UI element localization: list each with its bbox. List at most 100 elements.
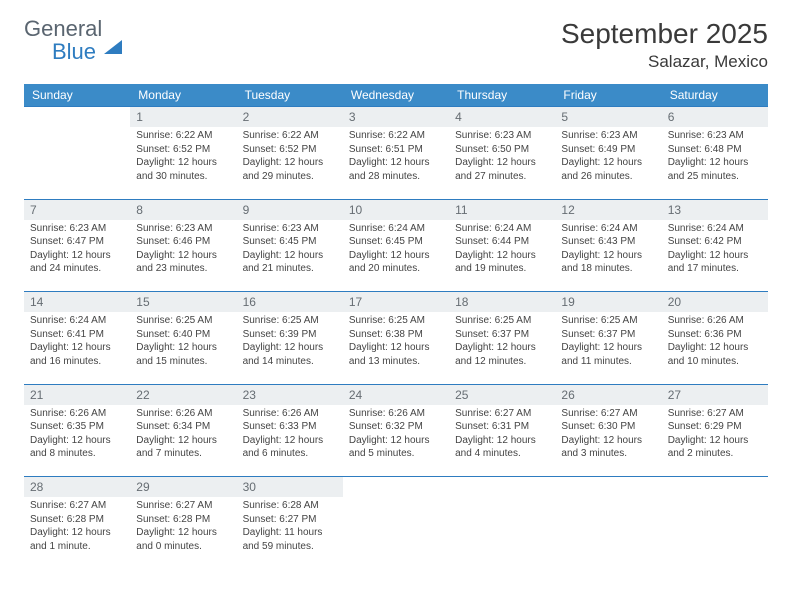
day-number-row: 78910111213 [24,199,768,220]
daylight-text: Daylight: 12 hours and 18 minutes. [561,249,655,276]
sunrise-text: Sunrise: 6:27 AM [561,407,655,421]
sunrise-text: Sunrise: 6:24 AM [30,314,124,328]
sunset-text: Sunset: 6:45 PM [349,235,443,249]
day-number [343,477,449,498]
day-number: 13 [662,199,768,220]
title-block: September 2025 Salazar, Mexico [561,18,768,72]
sunset-text: Sunset: 6:37 PM [561,328,655,342]
weekday-header: Wednesday [343,84,449,107]
page-title: September 2025 [561,18,768,50]
day-cell: Sunrise: 6:24 AMSunset: 6:43 PMDaylight:… [555,220,661,292]
sunrise-text: Sunrise: 6:22 AM [243,129,337,143]
daylight-text: Daylight: 12 hours and 8 minutes. [30,434,124,461]
day-cell: Sunrise: 6:26 AMSunset: 6:32 PMDaylight:… [343,405,449,477]
sunset-text: Sunset: 6:31 PM [455,420,549,434]
daylight-text: Daylight: 12 hours and 5 minutes. [349,434,443,461]
daylight-text: Daylight: 12 hours and 14 minutes. [243,341,337,368]
day-number: 6 [662,107,768,128]
weekday-header: Thursday [449,84,555,107]
day-number: 11 [449,199,555,220]
day-number: 15 [130,292,236,313]
day-cell: Sunrise: 6:27 AMSunset: 6:29 PMDaylight:… [662,405,768,477]
daylight-text: Daylight: 12 hours and 20 minutes. [349,249,443,276]
sunrise-text: Sunrise: 6:26 AM [136,407,230,421]
day-cell: Sunrise: 6:23 AMSunset: 6:45 PMDaylight:… [237,220,343,292]
sunset-text: Sunset: 6:32 PM [349,420,443,434]
sunset-text: Sunset: 6:30 PM [561,420,655,434]
daylight-text: Daylight: 12 hours and 26 minutes. [561,156,655,183]
calendar-table: Sunday Monday Tuesday Wednesday Thursday… [24,84,768,569]
sunrise-text: Sunrise: 6:23 AM [668,129,762,143]
daylight-text: Daylight: 12 hours and 28 minutes. [349,156,443,183]
sunset-text: Sunset: 6:45 PM [243,235,337,249]
day-number: 7 [24,199,130,220]
sunrise-text: Sunrise: 6:28 AM [243,499,337,513]
day-number-row: 21222324252627 [24,384,768,405]
day-cell: Sunrise: 6:24 AMSunset: 6:45 PMDaylight:… [343,220,449,292]
sunset-text: Sunset: 6:40 PM [136,328,230,342]
day-number: 9 [237,199,343,220]
day-cell: Sunrise: 6:25 AMSunset: 6:40 PMDaylight:… [130,312,236,384]
day-number-row: 14151617181920 [24,292,768,313]
day-number: 5 [555,107,661,128]
sunset-text: Sunset: 6:35 PM [30,420,124,434]
sunset-text: Sunset: 6:37 PM [455,328,549,342]
daylight-text: Daylight: 12 hours and 2 minutes. [668,434,762,461]
daylight-text: Daylight: 12 hours and 4 minutes. [455,434,549,461]
sunset-text: Sunset: 6:47 PM [30,235,124,249]
sunrise-text: Sunrise: 6:27 AM [455,407,549,421]
sunset-text: Sunset: 6:41 PM [30,328,124,342]
day-number: 21 [24,384,130,405]
day-content-row: Sunrise: 6:23 AMSunset: 6:47 PMDaylight:… [24,220,768,292]
day-cell: Sunrise: 6:28 AMSunset: 6:27 PMDaylight:… [237,497,343,569]
day-number: 18 [449,292,555,313]
daylight-text: Daylight: 12 hours and 27 minutes. [455,156,549,183]
sunrise-text: Sunrise: 6:27 AM [668,407,762,421]
day-cell: Sunrise: 6:22 AMSunset: 6:51 PMDaylight:… [343,127,449,199]
sunset-text: Sunset: 6:28 PM [136,513,230,527]
daylight-text: Daylight: 12 hours and 30 minutes. [136,156,230,183]
day-number: 16 [237,292,343,313]
sunset-text: Sunset: 6:44 PM [455,235,549,249]
day-cell: Sunrise: 6:22 AMSunset: 6:52 PMDaylight:… [130,127,236,199]
day-number: 3 [343,107,449,128]
day-number [662,477,768,498]
sunrise-text: Sunrise: 6:23 AM [136,222,230,236]
day-number: 8 [130,199,236,220]
day-number: 28 [24,477,130,498]
day-number: 2 [237,107,343,128]
daylight-text: Daylight: 12 hours and 25 minutes. [668,156,762,183]
sunset-text: Sunset: 6:38 PM [349,328,443,342]
sunset-text: Sunset: 6:49 PM [561,143,655,157]
sunrise-text: Sunrise: 6:25 AM [136,314,230,328]
sunset-text: Sunset: 6:27 PM [243,513,337,527]
sunrise-text: Sunrise: 6:22 AM [136,129,230,143]
sunset-text: Sunset: 6:28 PM [30,513,124,527]
day-cell: Sunrise: 6:24 AMSunset: 6:41 PMDaylight:… [24,312,130,384]
day-cell: Sunrise: 6:25 AMSunset: 6:39 PMDaylight:… [237,312,343,384]
sunrise-text: Sunrise: 6:24 AM [668,222,762,236]
day-cell: Sunrise: 6:23 AMSunset: 6:49 PMDaylight:… [555,127,661,199]
daylight-text: Daylight: 12 hours and 11 minutes. [561,341,655,368]
day-number: 12 [555,199,661,220]
logo-word2: Blue [24,39,96,64]
day-number: 29 [130,477,236,498]
day-number-row: 282930 [24,477,768,498]
day-number: 30 [237,477,343,498]
sunrise-text: Sunrise: 6:23 AM [30,222,124,236]
weekday-header: Tuesday [237,84,343,107]
sunrise-text: Sunrise: 6:23 AM [561,129,655,143]
day-number [555,477,661,498]
logo-triangle-icon [104,23,122,54]
day-cell: Sunrise: 6:23 AMSunset: 6:46 PMDaylight:… [130,220,236,292]
daylight-text: Daylight: 12 hours and 13 minutes. [349,341,443,368]
sunset-text: Sunset: 6:42 PM [668,235,762,249]
sunrise-text: Sunrise: 6:27 AM [30,499,124,513]
sunrise-text: Sunrise: 6:23 AM [243,222,337,236]
day-number: 25 [449,384,555,405]
sunrise-text: Sunrise: 6:26 AM [349,407,443,421]
day-number: 17 [343,292,449,313]
daylight-text: Daylight: 12 hours and 6 minutes. [243,434,337,461]
sunset-text: Sunset: 6:50 PM [455,143,549,157]
day-cell: Sunrise: 6:27 AMSunset: 6:28 PMDaylight:… [24,497,130,569]
